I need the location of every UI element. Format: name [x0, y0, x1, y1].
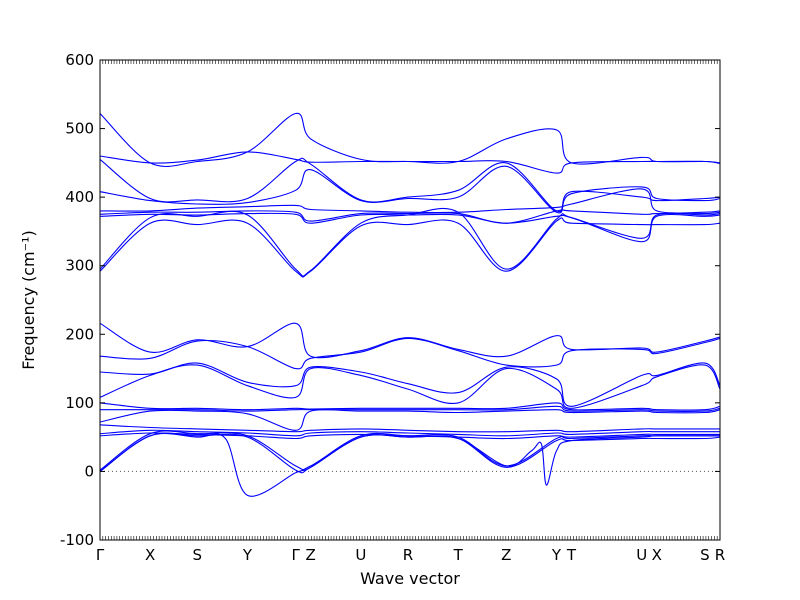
x-tick-label: T: [566, 546, 577, 564]
band-line-9: [100, 217, 720, 278]
x-tick-label: U: [636, 546, 647, 564]
y-tick-label: 600: [65, 51, 94, 69]
band-line-20: [100, 430, 720, 471]
y-tick-label: 0: [84, 462, 94, 480]
x-tick-label: Y: [551, 546, 562, 564]
y-tick-label: 500: [65, 120, 94, 138]
band-line-12: [100, 362, 720, 407]
y-axis-label: Frequency (cm⁻¹): [19, 230, 38, 369]
y-tick-label: 400: [65, 188, 94, 206]
x-tick-label: S: [700, 546, 710, 564]
band-line-17: [100, 424, 720, 433]
y-tick-label: 200: [65, 325, 94, 343]
band-line-18: [100, 429, 720, 437]
x-tick-label: R: [715, 546, 725, 564]
band-line-16: [100, 409, 720, 431]
band-line-8: [100, 208, 720, 277]
band-line-13: [100, 364, 720, 409]
x-tick-label: U: [355, 546, 366, 564]
x-tick-label: Γ: [291, 546, 300, 564]
band-line-6: [100, 209, 720, 224]
band-line-11: [100, 337, 720, 370]
y-tick-label: -100: [60, 531, 94, 549]
plot-area: [100, 112, 720, 497]
y-tick-label: 300: [65, 257, 94, 275]
y-tick-label: 100: [65, 394, 94, 412]
x-tick-label: S: [193, 546, 203, 564]
x-tick-label: X: [145, 546, 155, 564]
x-tick-label: Z: [306, 546, 316, 564]
band-line-15: [100, 405, 720, 412]
x-tick-label: T: [453, 546, 464, 564]
x-tick-label: R: [403, 546, 413, 564]
band-line-1: [100, 112, 720, 167]
band-line-14: [100, 402, 720, 411]
x-tick-label: X: [652, 546, 662, 564]
x-tick-label: Γ: [96, 546, 105, 564]
band-line-22: [100, 432, 720, 497]
band-line-4: [100, 165, 720, 214]
band-line-2: [100, 151, 720, 174]
x-tick-label: Y: [242, 546, 253, 564]
x-axis-label: Wave vector: [360, 569, 460, 588]
band-lines: [100, 112, 720, 497]
x-tick-label: Z: [501, 546, 511, 564]
plot-frame: [99, 59, 721, 541]
